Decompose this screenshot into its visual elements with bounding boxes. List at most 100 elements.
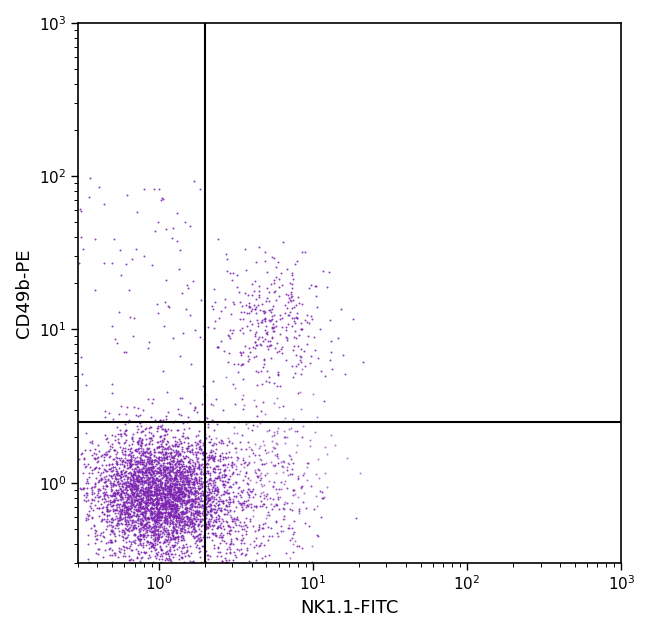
Point <box>272 428 282 438</box>
Point <box>155 529 165 539</box>
Point <box>148 491 158 501</box>
Point <box>195 437 205 447</box>
Point <box>94 477 104 487</box>
Point <box>177 479 188 489</box>
Point <box>94 475 104 485</box>
Point <box>156 416 166 426</box>
Point <box>100 430 110 440</box>
Point <box>218 466 229 477</box>
Point <box>135 476 146 486</box>
Point <box>184 423 194 434</box>
Point <box>77 244 88 254</box>
Point <box>135 493 146 503</box>
Point <box>168 511 178 521</box>
Point <box>267 304 278 314</box>
Point <box>75 484 86 494</box>
Point <box>175 493 185 503</box>
Point <box>138 511 149 521</box>
Point <box>122 458 133 468</box>
Point <box>195 482 205 492</box>
Point <box>136 530 146 540</box>
Point <box>170 518 180 528</box>
Point <box>135 459 145 469</box>
Point <box>118 501 129 511</box>
Point <box>138 489 148 499</box>
Point <box>144 437 155 447</box>
Point <box>170 532 181 542</box>
Point <box>164 497 174 507</box>
Point <box>157 446 167 456</box>
Point <box>170 476 181 486</box>
Point <box>177 523 187 533</box>
Point <box>150 538 160 548</box>
Point <box>224 497 235 507</box>
Point <box>122 492 133 502</box>
Point <box>211 439 222 449</box>
Point <box>177 464 188 474</box>
Point <box>164 470 175 480</box>
Point <box>169 518 179 528</box>
Point <box>209 453 219 463</box>
Point <box>259 355 270 365</box>
Point <box>126 461 136 471</box>
Point <box>172 525 182 535</box>
Point <box>304 319 314 329</box>
Point <box>260 551 270 561</box>
Point <box>151 427 162 437</box>
Point <box>188 486 199 496</box>
Point <box>270 343 280 353</box>
Point <box>183 513 193 523</box>
Point <box>135 534 145 544</box>
Point <box>222 331 233 341</box>
Point <box>170 535 181 545</box>
Point <box>166 425 176 435</box>
Point <box>263 344 273 355</box>
Point <box>164 501 174 511</box>
Point <box>195 488 205 498</box>
Point <box>140 476 150 486</box>
Point <box>152 525 162 535</box>
Point <box>125 511 135 521</box>
Point <box>206 398 216 408</box>
Point <box>130 516 140 526</box>
Point <box>138 528 149 538</box>
Point <box>209 494 219 504</box>
Point <box>102 482 112 492</box>
Point <box>296 483 306 493</box>
Point <box>142 488 152 498</box>
Point <box>146 490 156 501</box>
Point <box>254 520 265 530</box>
Point <box>142 497 153 507</box>
Point <box>138 450 148 460</box>
Point <box>183 492 193 502</box>
Point <box>244 302 255 312</box>
Point <box>312 412 322 422</box>
Point <box>126 478 136 489</box>
Point <box>125 451 135 461</box>
Point <box>136 473 146 483</box>
Point <box>172 477 183 487</box>
Point <box>110 531 120 541</box>
Point <box>231 502 241 513</box>
Point <box>290 368 300 378</box>
Point <box>259 307 269 317</box>
Point <box>172 538 183 549</box>
Point <box>327 363 337 374</box>
Point <box>129 468 140 478</box>
Point <box>293 360 304 370</box>
Point <box>193 497 203 507</box>
Point <box>163 497 174 507</box>
Point <box>178 459 188 469</box>
Point <box>185 458 195 468</box>
Point <box>283 310 294 320</box>
Point <box>185 221 196 231</box>
Point <box>137 434 148 444</box>
Point <box>106 471 116 481</box>
Point <box>101 538 112 548</box>
Point <box>120 488 131 498</box>
Point <box>159 536 169 546</box>
Point <box>131 444 142 454</box>
Point <box>124 504 135 514</box>
Point <box>173 532 183 542</box>
Point <box>176 288 187 298</box>
